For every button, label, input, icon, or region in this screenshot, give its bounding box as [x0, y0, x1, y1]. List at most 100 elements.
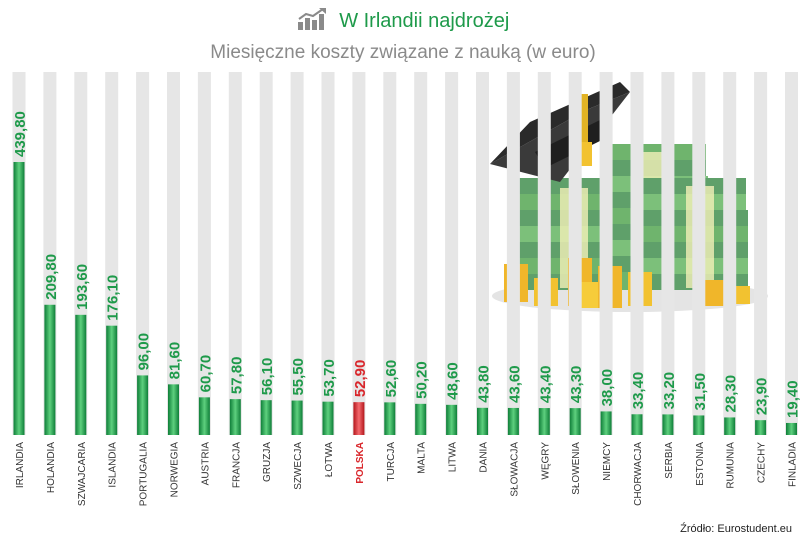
- bar-background: [136, 72, 150, 435]
- data-label: 31,50: [692, 373, 709, 411]
- data-label: 19,40: [785, 380, 802, 418]
- bar: [693, 415, 705, 435]
- data-label: 52,60: [383, 360, 400, 398]
- bar-background: [167, 72, 180, 435]
- category-label: ŁOTWA: [324, 442, 335, 478]
- data-label: 52,90: [352, 360, 369, 398]
- bar: [168, 384, 179, 435]
- category-label: TURCJA: [386, 442, 397, 482]
- bar: [477, 407, 488, 435]
- data-label: 43,30: [568, 366, 585, 404]
- category-label: CHORWACJA: [633, 442, 644, 506]
- bar-background: [506, 72, 520, 435]
- bar: [384, 402, 396, 435]
- bar: [106, 325, 118, 435]
- bar: [600, 411, 612, 435]
- bar-background: [692, 72, 706, 435]
- bar: [322, 401, 334, 435]
- category-label: SZWECJA: [293, 442, 304, 490]
- data-label: 33,20: [661, 372, 678, 410]
- category-label: NORWEGIA: [170, 442, 181, 498]
- category-label: PORTUGALIA: [139, 442, 150, 507]
- data-label: 48,60: [445, 362, 462, 400]
- bar-background: [785, 72, 798, 435]
- bar: [538, 408, 550, 435]
- data-label: 43,40: [537, 366, 554, 404]
- category-label: SERBIA: [664, 442, 675, 479]
- bar: [415, 403, 427, 435]
- bar-background: [630, 72, 644, 435]
- data-label: 176,10: [105, 275, 122, 321]
- source-note: Źródło: Eurostudent.eu: [680, 523, 792, 535]
- data-label: 96,00: [136, 333, 153, 371]
- bar-background: [568, 72, 582, 435]
- data-label: 60,70: [197, 355, 214, 393]
- category-label: SŁOWACJA: [509, 442, 520, 497]
- bar: [446, 404, 458, 435]
- bar-background: [661, 72, 675, 435]
- category-label: NIEMCY: [602, 442, 613, 481]
- category-label: CZECHY: [757, 442, 768, 483]
- bar: [786, 422, 797, 435]
- bar-background: [476, 72, 489, 435]
- data-label: 209,80: [43, 254, 60, 300]
- data-label: 43,80: [476, 365, 493, 403]
- bar: [198, 397, 210, 435]
- bar: [260, 400, 272, 435]
- title-row: W Irlandii najdrożej: [0, 8, 806, 35]
- bar: [75, 314, 87, 435]
- rising-bar-chart-icon: [297, 8, 327, 35]
- bar-background: [723, 72, 737, 435]
- chart-header: W Irlandii najdrożej Miesięczne koszty z…: [0, 0, 806, 72]
- category-label: SŁOWENIA: [571, 442, 582, 495]
- data-label: 28,30: [723, 375, 740, 413]
- bar: [353, 402, 365, 435]
- bar-background: [290, 72, 304, 435]
- data-label: 439,80: [12, 111, 29, 157]
- bar: [755, 420, 767, 435]
- bar-background: [352, 72, 366, 435]
- data-label: 57,80: [228, 357, 245, 395]
- bar-background: [383, 72, 397, 435]
- data-label: 23,90: [754, 378, 771, 416]
- category-label: IRLANDIA: [15, 442, 26, 488]
- bar-background: [445, 72, 459, 435]
- data-label: 193,60: [74, 264, 91, 310]
- bar-background: [228, 72, 242, 435]
- category-label: POLSKA: [355, 442, 366, 484]
- bar: [507, 407, 519, 435]
- bar: [229, 399, 241, 435]
- bar: [569, 408, 581, 435]
- bar: [724, 417, 736, 435]
- bar-background: [414, 72, 428, 435]
- category-label: ESTONIA: [695, 442, 706, 486]
- category-label: LITWA: [448, 442, 459, 473]
- bar-background: [754, 72, 768, 435]
- category-label: GRUZJA: [262, 442, 273, 482]
- bar: [291, 400, 303, 435]
- category-label: DANIA: [479, 442, 490, 473]
- bar-background: [537, 72, 551, 435]
- category-label: FINLADIA: [788, 442, 799, 487]
- bar: [137, 375, 149, 435]
- bar: [13, 162, 25, 435]
- data-label: 50,20: [414, 361, 431, 399]
- bar-background: [599, 72, 613, 435]
- category-label: MALTA: [417, 442, 428, 474]
- category-label: AUSTRIA: [200, 442, 211, 486]
- bar-background: [259, 72, 273, 435]
- category-label: FRANCJA: [231, 442, 242, 488]
- data-label: 55,50: [290, 358, 307, 396]
- data-label: 53,70: [321, 359, 338, 397]
- category-label: WĘGRY: [540, 442, 551, 480]
- bar-background: [197, 72, 211, 435]
- data-label: 43,60: [506, 365, 523, 403]
- category-label: ISLANDIA: [108, 442, 119, 488]
- data-label: 38,00: [599, 369, 616, 407]
- category-label: SZWAJCARIA: [77, 442, 88, 506]
- bar: [44, 304, 56, 435]
- bar: [631, 414, 643, 435]
- data-label: 81,60: [167, 342, 184, 380]
- bar-background: [321, 72, 335, 435]
